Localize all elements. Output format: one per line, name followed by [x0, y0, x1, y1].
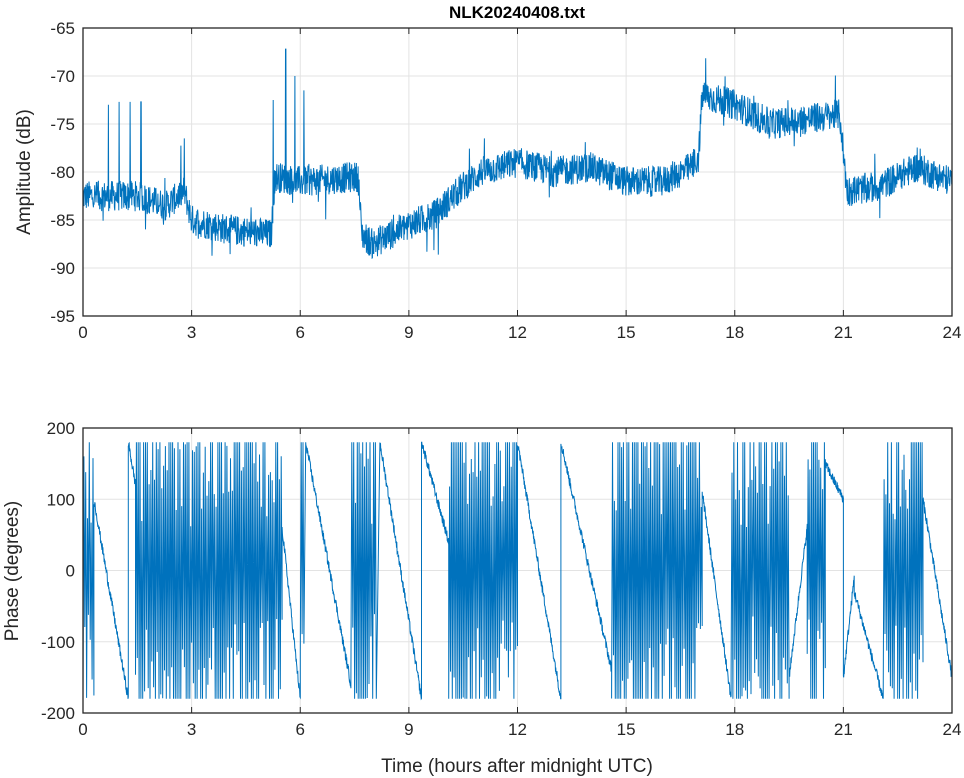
y-tick-label: -200 [41, 704, 75, 723]
y-tick-label: -70 [50, 67, 75, 86]
x-tick-label: 24 [943, 720, 962, 739]
phase-axes: 0 3 6 9 12 15 18 21 24 200 100 0 -100 -200 [41, 419, 961, 739]
chart-title: NLK20240408.txt [449, 3, 585, 22]
x-tick-label: 12 [508, 323, 527, 342]
y-tick-label: -65 [50, 19, 75, 38]
x-tick-label: 9 [404, 720, 413, 739]
phase-series-line [82, 441, 953, 701]
x-tick-label: 15 [617, 720, 636, 739]
x-tick-label: 15 [617, 323, 636, 342]
time-xlabel: Time (hours after midnight UTC) [381, 756, 653, 777]
y-tick-label: 200 [47, 419, 75, 438]
x-tick-label: 18 [725, 323, 744, 342]
x-tick-label: 12 [508, 720, 527, 739]
y-tick-label: -80 [50, 163, 75, 182]
amplitude-series-line [82, 48, 953, 260]
amplitude-axes: 0 3 6 9 12 15 18 21 24 -65 -70 -75 -80 -85 -90 -95 [50, 19, 961, 342]
y-tick-label: -100 [41, 633, 75, 652]
y-tick-label: 100 [47, 490, 75, 509]
x-tick-label: 24 [943, 323, 962, 342]
x-tick-label: 3 [187, 323, 196, 342]
y-tick-label: -95 [50, 307, 75, 326]
x-tick-label: 18 [725, 720, 744, 739]
y-tick-label: -90 [50, 259, 75, 278]
x-tick-label: 0 [78, 720, 87, 739]
x-tick-label: 3 [187, 720, 196, 739]
phase-ylabel: Phase (degrees) [2, 501, 23, 641]
x-tick-label: 0 [78, 323, 87, 342]
x-tick-label: 21 [834, 323, 853, 342]
y-tick-label: 0 [66, 562, 75, 581]
x-tick-label: 9 [404, 323, 413, 342]
amplitude-ylabel: Amplitude (dB) [14, 109, 35, 235]
y-tick-label: -85 [50, 211, 75, 230]
x-tick-label: 6 [296, 323, 305, 342]
y-tick-label: -75 [50, 115, 75, 134]
x-tick-label: 21 [834, 720, 853, 739]
x-tick-label: 6 [296, 720, 305, 739]
